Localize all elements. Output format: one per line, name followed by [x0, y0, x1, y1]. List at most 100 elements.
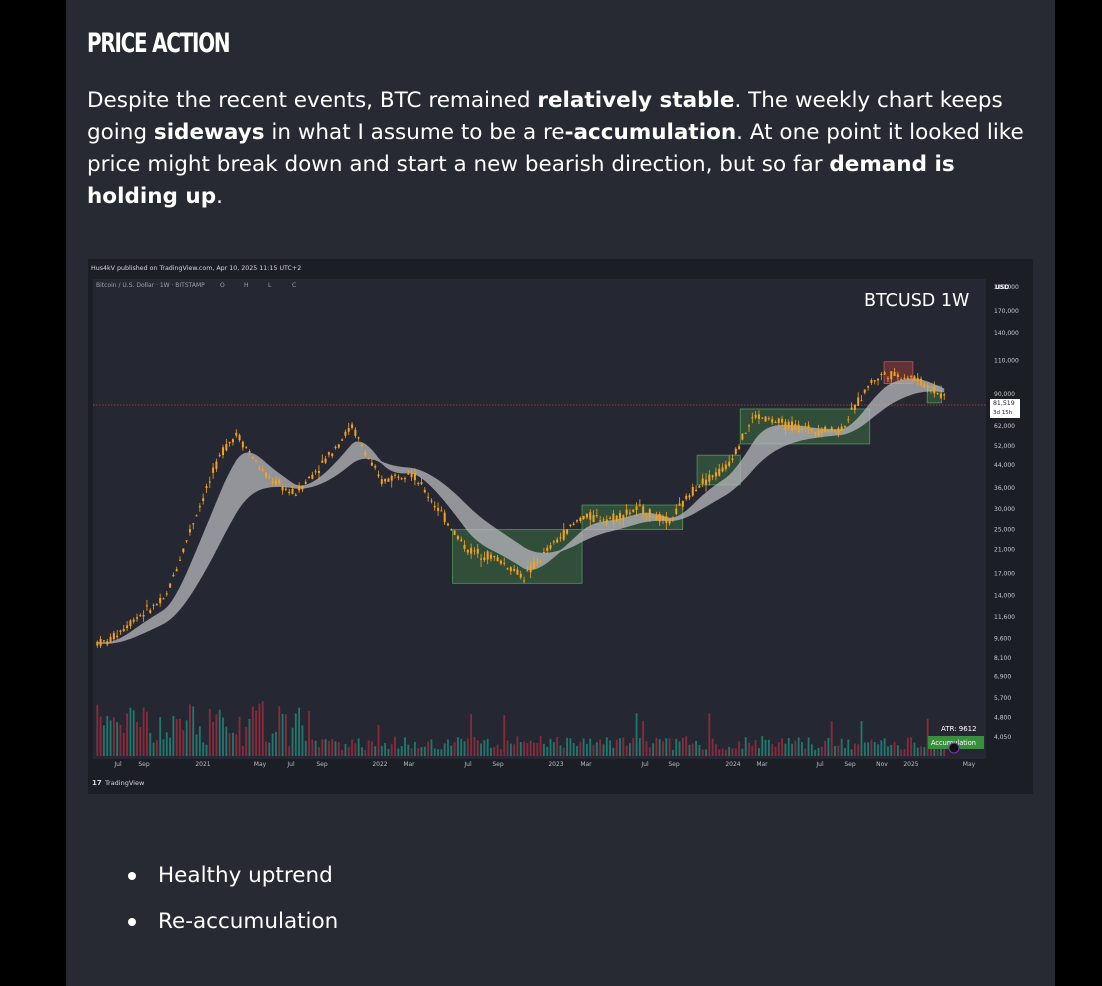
volume-bar [222, 717, 224, 756]
volume-bar [523, 741, 525, 756]
volume-bar [529, 740, 532, 756]
volume-bar [715, 744, 717, 756]
candle-body [767, 418, 770, 420]
y-tick-label: 52,000 [994, 443, 1015, 450]
volume-bar [761, 736, 764, 756]
candle-body [883, 372, 886, 375]
volume-bar [853, 743, 856, 756]
volume-bar [466, 738, 469, 756]
candle-body [728, 461, 731, 466]
volume-bar [291, 727, 294, 756]
y-tick-label: 30,000 [994, 506, 1015, 513]
candle-body [886, 378, 889, 380]
volume-bar [698, 744, 701, 756]
candle-body [308, 476, 311, 479]
candle-body [192, 523, 195, 525]
candle-body [245, 447, 248, 449]
candle-body [575, 520, 578, 522]
candle-body [225, 444, 228, 451]
volume-bar [718, 749, 721, 756]
volume-bar [632, 737, 635, 756]
candle-body [506, 568, 509, 570]
volume-bar [112, 717, 115, 756]
candle-body [566, 529, 569, 534]
candle-body [880, 373, 883, 375]
candle-body [923, 383, 926, 388]
candle-body [632, 509, 635, 512]
candle-body [877, 378, 880, 381]
candle-body [939, 393, 942, 398]
volume-bar [106, 715, 109, 756]
volume-bar [129, 707, 132, 756]
volume-bar [202, 742, 205, 756]
candle-body [284, 488, 287, 490]
volume-bar [298, 707, 301, 756]
volume-bar [225, 726, 228, 756]
candle-body [536, 561, 539, 564]
candle-body [337, 444, 340, 448]
volume-bar [96, 704, 99, 756]
volume-bar [807, 737, 810, 756]
candle-body [800, 429, 803, 431]
volume-bar [450, 745, 453, 756]
chart-header: Hus4kV published on TradingView.com, Apr… [91, 265, 301, 272]
volume-bar [423, 746, 426, 756]
volume-bar [152, 742, 155, 756]
btc-weekly-chart: Hus4kV published on TradingView.com, Apr… [88, 259, 1033, 794]
candle-body [509, 567, 512, 572]
candle-body [136, 617, 139, 619]
candle-body [456, 536, 459, 539]
bold-phrase: -accumulation [564, 120, 737, 145]
candle-body [777, 418, 780, 423]
volume-bar [840, 738, 843, 756]
volume-bar [903, 749, 906, 756]
y-tick-label: 4,050 [994, 734, 1011, 741]
volume-bar [430, 739, 433, 756]
volume-bar [394, 736, 396, 756]
candle-body [473, 550, 476, 552]
volume-bar [354, 743, 357, 756]
bullet-list: Healthy uptrend Re-accumulation [122, 858, 338, 950]
candle-body [152, 604, 155, 606]
y-tick-label: 36,000 [994, 485, 1015, 492]
paragraph-text: . At one point it looked like price migh… [87, 120, 1024, 177]
candle-body [615, 515, 618, 522]
x-tick-label: Mar [403, 761, 415, 768]
candle-body [182, 548, 185, 553]
volume-bar [589, 738, 592, 756]
bold-phrase: demand is holding up [87, 152, 955, 209]
candle-body [681, 501, 684, 507]
volume-bar [195, 734, 198, 756]
volume-bar [943, 746, 946, 756]
candle-body [231, 439, 234, 443]
volume-bar [625, 745, 628, 756]
candle-body [847, 419, 850, 421]
volume-bar [390, 744, 393, 756]
volume-bar [503, 715, 506, 756]
candle-body [261, 469, 264, 471]
candle-body [116, 635, 119, 637]
volume-bar [572, 742, 575, 756]
candle-body [896, 374, 899, 378]
volume-bar [781, 738, 784, 756]
volume-bar [447, 739, 449, 756]
candle-body [721, 467, 724, 472]
candle-body [145, 605, 148, 607]
candle-body [774, 421, 777, 423]
accumulation-badge [928, 736, 984, 749]
candle-body [619, 513, 622, 520]
volume-bar [215, 714, 218, 756]
candle-body [873, 380, 876, 382]
volume-bar [139, 727, 142, 756]
volume-bar [377, 724, 380, 756]
volume-bar [357, 738, 360, 756]
candle-body [489, 554, 492, 559]
volume-bar [877, 744, 879, 756]
volume-bar [549, 738, 552, 756]
candle-body [238, 435, 241, 441]
candle-body [665, 516, 668, 523]
volume-bar [255, 710, 258, 756]
candle-body [212, 467, 215, 473]
candle-body [463, 544, 466, 549]
volume-bar [367, 740, 370, 756]
